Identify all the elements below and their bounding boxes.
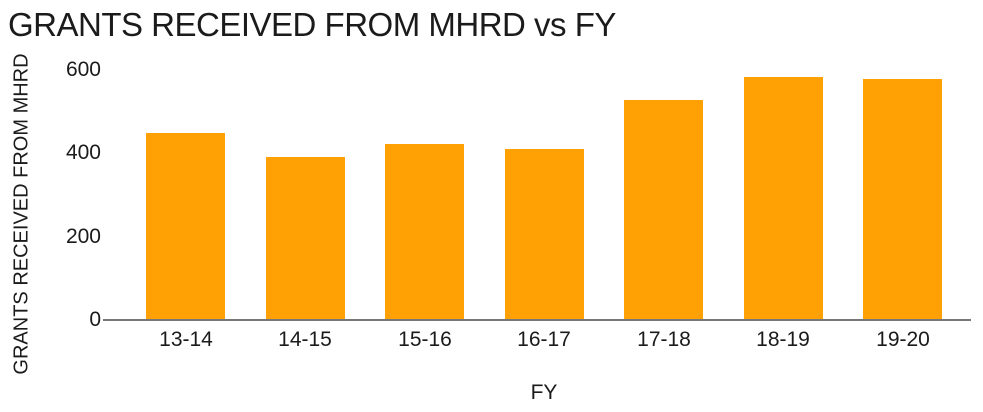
y-tick-label: 200 [65, 224, 101, 248]
x-tick-label: 13-14 [159, 328, 213, 351]
y-tick-label: 600 [65, 58, 101, 81]
chart-title: GRANTS RECEIVED FROM MHRD vs FY [8, 6, 616, 43]
x-tick-label: 17-18 [637, 328, 691, 351]
bar-17-18 [624, 100, 703, 320]
x-tick-label: 16-17 [517, 328, 571, 351]
bar-16-17 [505, 149, 584, 320]
x-tick-label: 19-20 [876, 328, 930, 351]
x-tick-label: 18-19 [756, 328, 810, 351]
x-axis-line [103, 319, 971, 321]
y-tick-label: 400 [65, 141, 101, 165]
bar-18-19 [744, 77, 823, 320]
x-tick-label: 15-16 [398, 328, 452, 351]
bar-15-16 [385, 144, 464, 320]
bar-19-20 [863, 79, 942, 320]
bar-13-14 [146, 133, 225, 320]
x-tick-label: 14-15 [278, 328, 332, 351]
bar-14-15 [266, 157, 345, 320]
x-axis-title: FY [530, 381, 558, 404]
y-tick-label: 0 [89, 308, 101, 331]
